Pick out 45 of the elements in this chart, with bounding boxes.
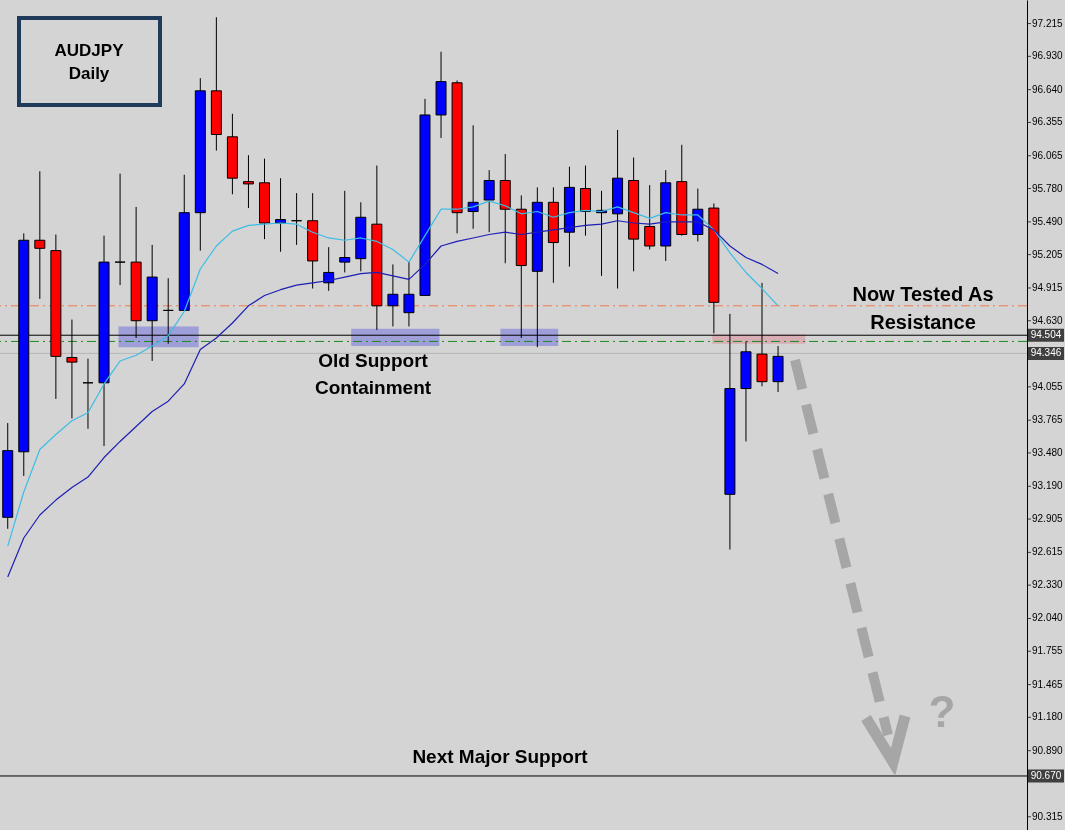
candlestick: [579, 165, 591, 237]
y-tick-label: 93.480: [1032, 446, 1064, 458]
y-tick-label: 96.930: [1032, 50, 1064, 62]
ref-line-label: 90.670: [1030, 769, 1062, 781]
ref-line-label: 94.346: [1030, 347, 1062, 359]
y-tick-label: 93.190: [1032, 480, 1064, 492]
candlestick: [483, 169, 495, 233]
candlestick: [114, 173, 126, 286]
y-tick-label: 90.315: [1032, 810, 1064, 822]
text: AUDJPY: [54, 41, 125, 60]
y-tick-label: 91.465: [1032, 678, 1064, 690]
candlestick: [291, 192, 303, 246]
y-tick-label: 95.780: [1032, 182, 1064, 194]
y-tick-label: 90.890: [1032, 744, 1064, 756]
y-tick-label: 91.755: [1032, 645, 1064, 657]
candlestick: [403, 261, 415, 327]
text: Daily: [68, 64, 110, 83]
y-tick-label: 95.205: [1032, 248, 1064, 260]
candlestick: [242, 154, 254, 209]
y-tick-label: 94.055: [1032, 380, 1064, 392]
candlestick: [82, 358, 94, 430]
candlestick: [34, 170, 46, 300]
y-tick-label: 92.905: [1032, 513, 1064, 525]
y-tick-label: 94.630: [1032, 314, 1064, 326]
candlestick: [162, 277, 174, 345]
y-tick-label: 96.065: [1032, 149, 1064, 161]
y-tick-label: 95.490: [1032, 215, 1064, 227]
ref-line-label: 94.504: [1030, 329, 1062, 341]
y-tick-label: 96.640: [1032, 83, 1064, 95]
y-tick-label: 97.215: [1032, 17, 1064, 29]
annotation: Next Major Support: [412, 746, 589, 767]
candlestick: [387, 263, 399, 327]
y-tick-label: 93.765: [1032, 414, 1064, 426]
annotation: Old Support Containment: [314, 350, 432, 398]
y-tick-label: 96.355: [1032, 116, 1064, 128]
y-tick-label: 92.040: [1032, 612, 1064, 624]
candlestick: [644, 184, 656, 250]
y-tick-label: 92.330: [1032, 579, 1064, 591]
candlestick: [339, 190, 351, 273]
y-tick-label: 92.615: [1032, 546, 1064, 558]
y-tick-label: 94.915: [1032, 281, 1064, 293]
candlestick: [467, 124, 479, 230]
text: Now Tested As Resistance: [852, 283, 994, 333]
text: ?: [928, 687, 956, 736]
y-tick-label: 91.180: [1032, 711, 1064, 723]
